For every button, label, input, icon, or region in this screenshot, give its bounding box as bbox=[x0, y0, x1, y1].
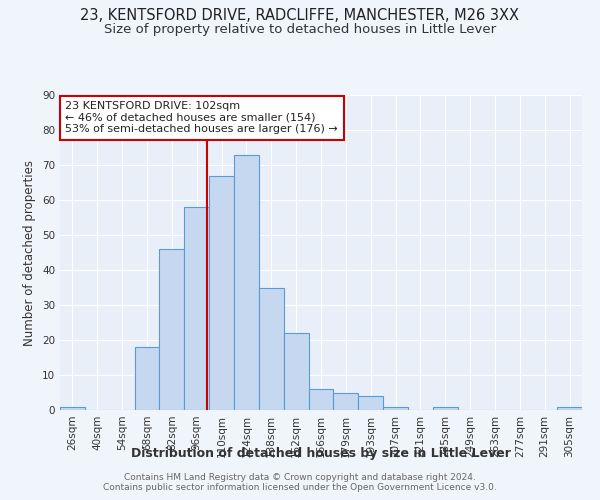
Bar bbox=[160, 249, 184, 410]
Bar bbox=[184, 207, 209, 410]
Bar bbox=[134, 347, 160, 410]
Text: Size of property relative to detached houses in Little Lever: Size of property relative to detached ho… bbox=[104, 22, 496, 36]
Bar bbox=[334, 392, 358, 410]
Bar bbox=[284, 333, 308, 410]
Text: Contains HM Land Registry data © Crown copyright and database right 2024.
Contai: Contains HM Land Registry data © Crown c… bbox=[103, 473, 497, 492]
Bar bbox=[209, 176, 234, 410]
Text: Distribution of detached houses by size in Little Lever: Distribution of detached houses by size … bbox=[131, 448, 511, 460]
Y-axis label: Number of detached properties: Number of detached properties bbox=[23, 160, 37, 346]
Bar bbox=[358, 396, 383, 410]
Bar bbox=[60, 406, 85, 410]
Text: 23, KENTSFORD DRIVE, RADCLIFFE, MANCHESTER, M26 3XX: 23, KENTSFORD DRIVE, RADCLIFFE, MANCHEST… bbox=[80, 8, 520, 22]
Bar bbox=[259, 288, 284, 410]
Bar bbox=[383, 406, 408, 410]
Bar bbox=[234, 154, 259, 410]
Bar bbox=[433, 406, 458, 410]
Text: 23 KENTSFORD DRIVE: 102sqm
← 46% of detached houses are smaller (154)
53% of sem: 23 KENTSFORD DRIVE: 102sqm ← 46% of deta… bbox=[65, 102, 338, 134]
Bar bbox=[308, 389, 334, 410]
Bar bbox=[557, 406, 582, 410]
